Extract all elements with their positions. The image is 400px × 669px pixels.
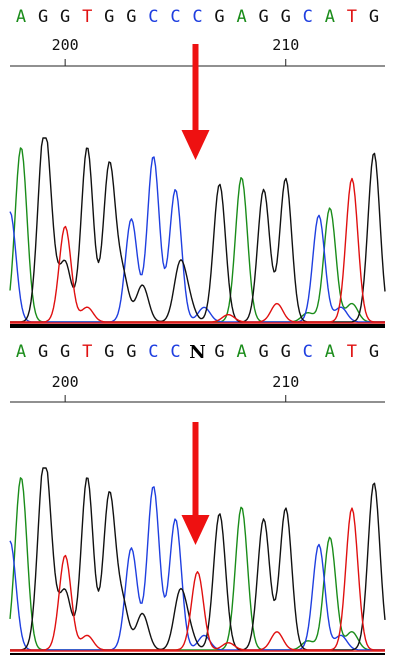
- arrow-head: [181, 515, 210, 545]
- base-call-g: G: [369, 7, 379, 27]
- arrow-indicator: [181, 422, 210, 545]
- base-call-g: G: [60, 342, 70, 362]
- arrow-head: [181, 130, 210, 160]
- base-call-g: G: [369, 342, 379, 362]
- base-call-g: G: [38, 7, 48, 27]
- base-call-c: C: [148, 7, 158, 27]
- base-call-g: G: [259, 7, 269, 27]
- base-call-g: G: [60, 7, 70, 27]
- base-call-g: G: [104, 7, 114, 27]
- base-call-a: A: [16, 342, 26, 362]
- base-call-a: A: [16, 7, 26, 27]
- base-call-n: N: [189, 342, 205, 363]
- base-call-g: G: [214, 7, 224, 27]
- base-call-c: C: [303, 7, 313, 27]
- base-call-a: A: [236, 342, 246, 362]
- base-call-a: A: [325, 342, 335, 362]
- arrow-indicator: [181, 44, 210, 160]
- trace-t: [10, 507, 385, 651]
- base-call-g: G: [214, 342, 224, 362]
- base-call-g: G: [126, 342, 136, 362]
- base-call-t: T: [347, 7, 357, 27]
- base-call-g: G: [104, 342, 114, 362]
- base-call-c: C: [148, 342, 158, 362]
- trace-t: [10, 177, 385, 323]
- base-call-a: A: [325, 7, 335, 27]
- base-call-g: G: [259, 342, 269, 362]
- tick-label: 210: [272, 373, 299, 391]
- base-call-t: T: [347, 342, 357, 362]
- base-call-c: C: [170, 7, 180, 27]
- tick-label: 200: [52, 36, 79, 54]
- base-call-t: T: [82, 7, 92, 27]
- base-call-c: C: [192, 7, 202, 27]
- base-call-c: C: [303, 342, 313, 362]
- base-call-t: T: [82, 342, 92, 362]
- base-call-c: C: [170, 342, 180, 362]
- base-call-g: G: [281, 7, 291, 27]
- base-call-g: G: [126, 7, 136, 27]
- tick-label: 200: [52, 373, 79, 391]
- tick-label: 210: [272, 36, 299, 54]
- base-call-g: G: [281, 342, 291, 362]
- base-call-g: G: [38, 342, 48, 362]
- base-call-a: A: [236, 7, 246, 27]
